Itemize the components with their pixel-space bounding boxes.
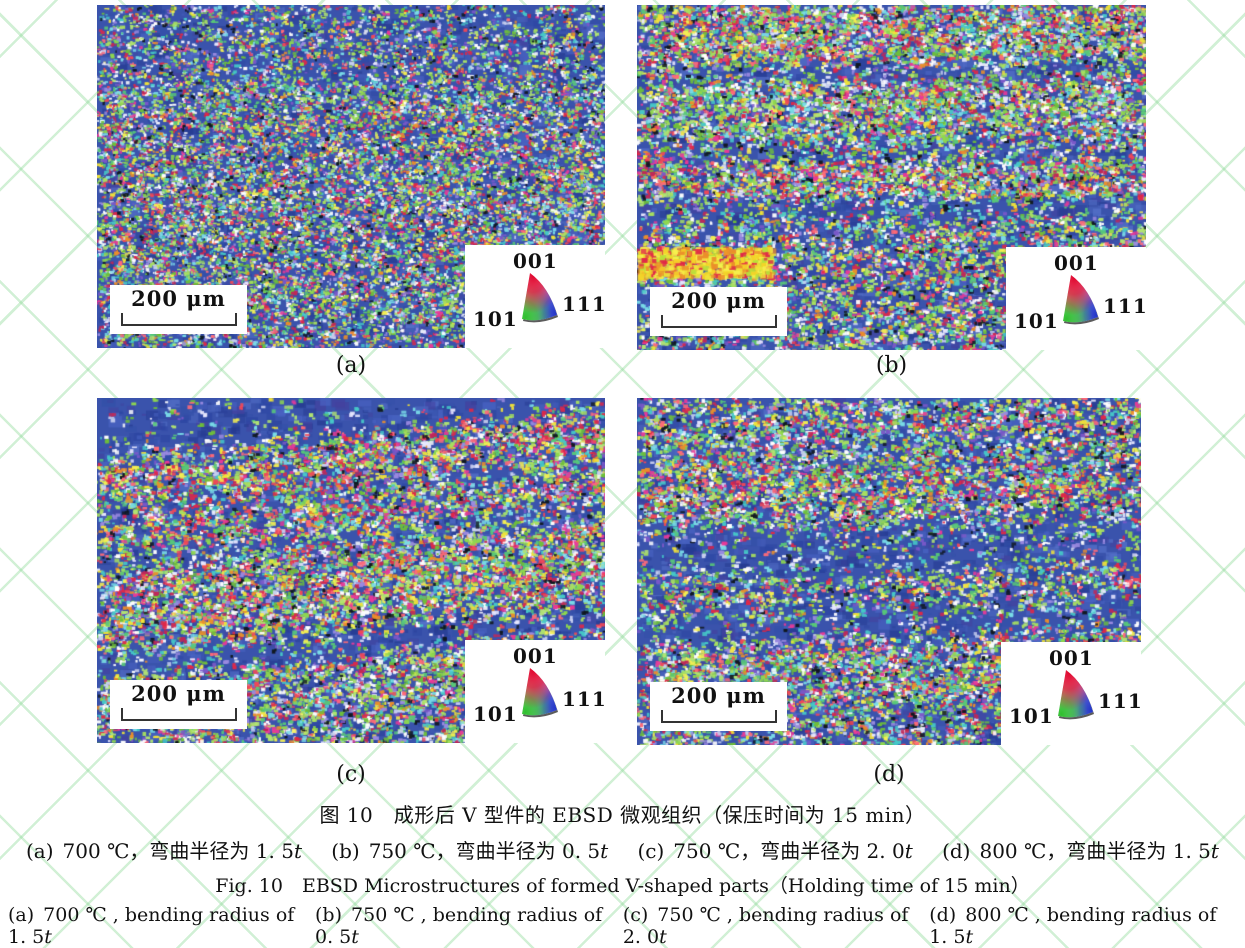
ipf-label-101: 101 bbox=[1014, 309, 1059, 333]
scale-bar-c: 200 μm bbox=[110, 680, 247, 729]
caption-item-label: (d) bbox=[929, 904, 957, 926]
thickness-symbol: t bbox=[44, 926, 52, 948]
ipf-label-001: 001 bbox=[513, 249, 558, 273]
caption-item-label: (d) bbox=[942, 839, 971, 863]
caption-item-zh-a: (a) 700 ℃，弯曲半径为 1. 5t bbox=[26, 835, 302, 864]
caption-item-text: 750 ℃，弯曲半径为 0. 5 bbox=[368, 839, 601, 863]
ipf-legend-c: 001 101 111 bbox=[465, 640, 607, 743]
caption-item-text: 750 ℃，弯曲半径为 2. 0 bbox=[673, 839, 905, 863]
scale-bar-label: 200 μm bbox=[671, 683, 766, 708]
caption-item-label: (c) bbox=[637, 839, 665, 863]
caption-item-text: 800 ℃，弯曲半径为 1. 5 bbox=[979, 839, 1211, 863]
ipf-label-101: 101 bbox=[1009, 704, 1054, 728]
caption-item-en-a: (a) 700 ℃ , bending radius of 1. 5t bbox=[8, 904, 315, 948]
ipf-label-001: 001 bbox=[513, 644, 558, 668]
caption-item-label: (c) bbox=[622, 904, 649, 926]
ebsd-panel-a: 200 μm 001 101 111 bbox=[97, 5, 607, 348]
caption-item-en-b: (b) 750 ℃ , bending radius of 0. 5t bbox=[315, 904, 623, 948]
ipf-triangle-icon bbox=[522, 668, 558, 718]
ipf-label-101: 101 bbox=[473, 702, 518, 726]
scale-bar-bracket bbox=[120, 313, 237, 326]
ebsd-panel-b: 200 μm 001 101 111 bbox=[637, 5, 1148, 350]
panel-label-a: (a) bbox=[335, 353, 367, 378]
thickness-symbol: t bbox=[293, 839, 303, 863]
ipf-triangle-icon bbox=[1058, 670, 1094, 720]
caption-item-label: (b) bbox=[331, 839, 360, 863]
ipf-legend-b: 001 101 111 bbox=[1006, 247, 1148, 350]
thickness-symbol: t bbox=[659, 926, 667, 948]
caption-item-en-c: (c) 750 ℃ , bending radius of 2. 0t bbox=[623, 904, 929, 948]
scale-bar-label: 200 μm bbox=[131, 681, 226, 706]
caption-en-title: Fig. 10 EBSD Microstructures of formed V… bbox=[215, 875, 1030, 897]
caption-item-text: 750 ℃ , bending radius of 2. 0 bbox=[622, 904, 909, 948]
scale-bar-bracket bbox=[120, 708, 237, 721]
scale-bar-bracket bbox=[660, 710, 777, 723]
scale-bar-a: 200 μm bbox=[110, 285, 247, 334]
scale-bar-label: 200 μm bbox=[131, 286, 226, 311]
ipf-legend-d: 001 101 111 bbox=[1001, 642, 1143, 745]
ipf-legend-a: 001 101 111 bbox=[465, 245, 607, 348]
caption-item-zh-b: (b) 750 ℃，弯曲半径为 0. 5t bbox=[331, 835, 608, 864]
ipf-label-111: 111 bbox=[1103, 294, 1148, 318]
thickness-symbol: t bbox=[904, 839, 913, 863]
caption-zh-title: 图 10 成形后 V 型件的 EBSD 微观组织（保压时间为 15 min） bbox=[319, 803, 926, 827]
caption-item-en-d: (d) 800 ℃ , bending radius of 1. 5t bbox=[929, 904, 1237, 948]
ipf-triangle-icon bbox=[522, 273, 558, 323]
panel-label-b: (b) bbox=[875, 353, 908, 378]
caption-en-subitems: (a) 700 ℃ , bending radius of 1. 5t (b) 75… bbox=[0, 904, 1245, 948]
scale-bar-d: 200 μm bbox=[650, 682, 787, 731]
caption-item-zh-c: (c) 750 ℃，弯曲半径为 2. 0t bbox=[637, 835, 912, 864]
caption-item-zh-d: (d) 800 ℃，弯曲半径为 1. 5t bbox=[942, 835, 1219, 864]
scale-bar-label: 200 μm bbox=[671, 288, 766, 313]
caption-item-label: (a) bbox=[26, 839, 54, 863]
ipf-triangle-icon bbox=[1063, 275, 1099, 325]
thickness-symbol: t bbox=[351, 926, 359, 948]
caption-item-label: (a) bbox=[8, 904, 35, 926]
caption-item-label: (b) bbox=[315, 904, 343, 926]
ipf-label-111: 111 bbox=[562, 687, 607, 711]
panel-label-c: (c) bbox=[336, 762, 366, 787]
thickness-symbol: t bbox=[965, 926, 974, 948]
ipf-label-001: 001 bbox=[1049, 646, 1094, 670]
ipf-label-101: 101 bbox=[473, 307, 518, 331]
caption-item-text: 800 ℃ , bending radius of 1. 5 bbox=[929, 904, 1217, 948]
scale-bar-bracket bbox=[660, 315, 777, 328]
ipf-label-111: 111 bbox=[1098, 689, 1143, 713]
panel-label-d: (d) bbox=[873, 762, 905, 787]
ipf-label-111: 111 bbox=[562, 292, 607, 316]
caption-item-text: 750 ℃ , bending radius of 0. 5 bbox=[315, 904, 603, 948]
scale-bar-b: 200 μm bbox=[650, 287, 787, 336]
ebsd-panel-d: 200 μm 001 101 111 bbox=[637, 398, 1143, 745]
thickness-symbol: t bbox=[600, 839, 609, 863]
caption-zh-subitems: (a) 700 ℃，弯曲半径为 1. 5t (b) 750 ℃，弯曲半径为 0. 5… bbox=[0, 835, 1245, 864]
ebsd-panel-c: 200 μm 001 101 111 bbox=[97, 398, 607, 743]
caption-item-text: 700 ℃ , bending radius of 1. 5 bbox=[8, 904, 295, 948]
caption-item-text: 700 ℃，弯曲半径为 1. 5 bbox=[62, 839, 294, 863]
thickness-symbol: t bbox=[1210, 839, 1219, 863]
ipf-label-001: 001 bbox=[1054, 251, 1099, 275]
